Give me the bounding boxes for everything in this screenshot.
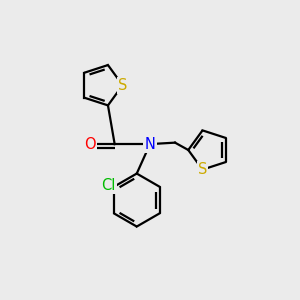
Text: S: S xyxy=(118,78,127,93)
Text: O: O xyxy=(84,136,95,152)
Text: Cl: Cl xyxy=(101,178,116,193)
Text: N: N xyxy=(145,136,155,152)
Text: S: S xyxy=(198,162,207,177)
